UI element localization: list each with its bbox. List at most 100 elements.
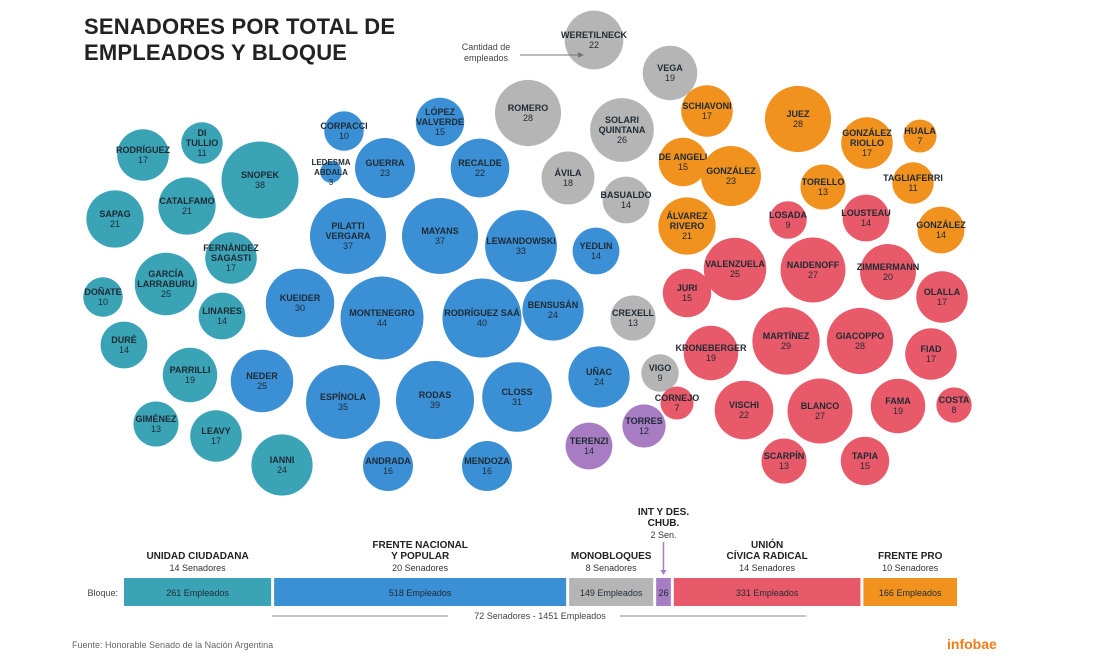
bubble-circle [642,45,698,101]
bubble-value-label: 14 [591,251,601,261]
bubble-circle [800,164,846,210]
bubble-circle [916,271,968,323]
bubble-name-label: BASUALDO [601,190,652,200]
bubble-name-label: DOÑATE [84,287,121,297]
bloc-senators: 2 Sen. [650,530,676,540]
bubble-circle [485,210,557,282]
bloc-pointer-arrow [660,570,667,575]
bubble-value-label: 15 [435,127,445,137]
bubble-value-label: 15 [682,293,692,303]
bubble-circle [610,295,656,341]
bubble-value-label: 37 [435,236,445,246]
bubble-circle [905,328,957,380]
bubble-name-label: COSTA [939,395,970,405]
bloc-segment-label: 261 Empleados [166,588,229,598]
bubble-circle [622,404,666,448]
bloc-senators: 20 Senadores [392,563,449,573]
bubble-circle [100,321,148,369]
bubble-circle [133,401,179,447]
bubble-circle [320,161,342,183]
bubble-name-label: GONZÁLEZ [916,220,966,230]
bubble-name-label: LOUSTEAU [841,208,891,218]
bubble-circle [117,129,169,181]
bubble-name-label: KUEIDER [280,293,321,303]
bubble-value-label: 14 [217,316,227,326]
bloc-title: UNIÓN [751,538,783,551]
bubble-value-label: 24 [277,465,287,475]
bubble-name-label: GONZÁLEZ [706,166,756,176]
bubble-value-label: 14 [861,218,871,228]
bubble-name-label: PILATTI [331,221,364,231]
bubble-name-label: MAYANS [421,226,458,236]
bubble-value-label: 10 [98,297,108,307]
bubble-name-label: GONZÁLEZ [842,128,892,138]
bubble-circle [83,277,123,317]
source-note: Fuente: Honorable Senado de la Nación Ar… [72,640,274,650]
bubble-circle [265,268,335,338]
bubble-name-label: QUINTANA [599,125,646,135]
bubble-value-label: 19 [706,353,716,363]
bubble-circle [324,111,364,151]
bubble-value-label: 14 [119,345,129,355]
bubble-name-label: TORELLO [802,177,845,187]
bubble-circle [482,362,552,432]
bubble-name-label: BLANCO [801,401,840,411]
bubble-name-label: LEAVY [201,426,230,436]
bubble-circle [683,325,739,381]
bubble-value-label: 38 [255,180,265,190]
bubble-name-label: DURÉ [111,335,137,345]
bubble-circle [658,137,708,187]
bloc-segment-label: 166 Empleados [879,588,942,598]
bubble-circle [917,206,965,254]
legend-note-line-1: Cantidad de [462,42,511,52]
bubble-name-label: SCHIAVONI [682,101,731,111]
bloc-segment [124,578,272,606]
title-line-2: EMPLEADOS Y BLOQUE [84,40,348,65]
bubble-name-label: JURI [677,283,698,293]
bubble-circle [662,268,712,318]
total-label: 72 Senadores - 1451 Empleados [474,611,606,621]
bubble-value-label: 27 [815,411,825,421]
bloc-title: UNIDAD CIUDADANA [146,551,248,562]
bubble-name-label: UÑAC [586,367,612,377]
bubble-name-label: TULLIO [186,138,219,148]
bubble-value-label: 16 [482,466,492,476]
bubble-value-label: 13 [779,461,789,471]
bubble-circle [565,422,613,470]
bloc-title: INT Y DES. [638,507,690,518]
bubble-circle [701,146,761,206]
bubble-name-label: WERETILNECK [561,30,627,40]
bubble-value-label: 13 [151,424,161,434]
bubble-name-label: FAMA [885,396,911,406]
bubble-value-label: 24 [594,377,604,387]
bubble-name-label: RIVERO [670,221,705,231]
bubble-name-label: FERNÁNDEZ [203,243,259,253]
bubble-circle [450,138,510,198]
bubble-circle [221,141,299,219]
bubble-name-label: YEDLIN [579,241,612,251]
bubble-value-label: 15 [678,162,688,172]
bubble-name-label: PARRILLI [170,365,211,375]
